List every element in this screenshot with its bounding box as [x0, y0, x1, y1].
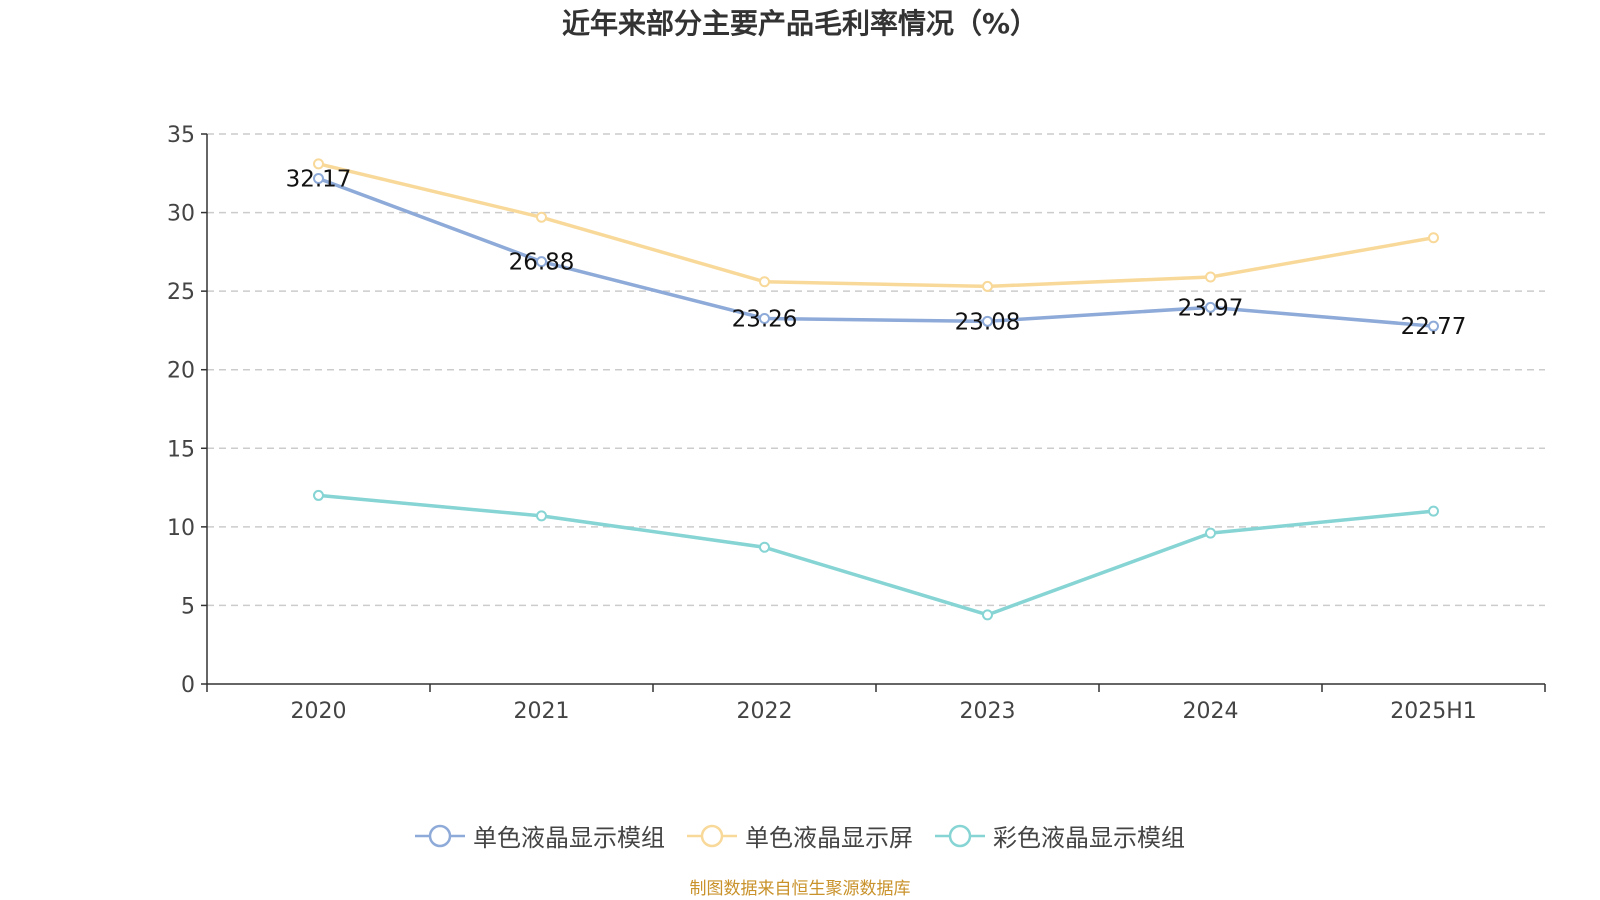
- legend-item[interactable]: 单色液晶显示屏: [687, 818, 913, 853]
- data-point[interactable]: [536, 256, 547, 268]
- data-labels: 32.17 26.88 23.26 23.08 23.97 22.77: [286, 166, 1467, 340]
- data-point[interactable]: [982, 315, 993, 327]
- legend-line-circle-icon: [687, 824, 737, 847]
- data-point[interactable]: [759, 276, 770, 288]
- gridlines: [207, 133, 1545, 607]
- data-point[interactable]: [313, 158, 324, 170]
- data-label: 22.77: [1401, 314, 1467, 340]
- data-point[interactable]: [982, 609, 993, 621]
- x-tick-label: 2021: [514, 699, 570, 724]
- y-tick-label: 25: [167, 280, 195, 305]
- data-point[interactable]: [536, 211, 547, 223]
- legend-label: 单色液晶显示屏: [745, 824, 913, 852]
- legend-item[interactable]: 单色液晶显示模组: [415, 818, 665, 853]
- y-tick-label: 0: [181, 673, 195, 698]
- x-tick-label: 2022: [737, 699, 793, 724]
- data-point[interactable]: [536, 510, 547, 522]
- data-label: 23.26: [732, 306, 798, 332]
- data-point[interactable]: [1428, 320, 1439, 332]
- data-point[interactable]: [759, 541, 770, 553]
- data-point[interactable]: [1205, 301, 1216, 313]
- series-lines: [313, 158, 1439, 621]
- series-line: [318, 493, 1434, 617]
- series-line: [317, 176, 1434, 328]
- legend-line-circle-icon: [415, 824, 465, 847]
- legend-label: 单色液晶显示模组: [473, 824, 665, 852]
- chart-title: 近年来部分主要产品毛利率情况（%）: [561, 7, 1039, 40]
- data-point[interactable]: [313, 172, 324, 184]
- x-tick-label: 2020: [291, 699, 347, 724]
- series-line: [318, 162, 1434, 289]
- data-label: 26.88: [509, 250, 575, 276]
- data-point[interactable]: [1428, 232, 1439, 244]
- y-tick-label: 35: [167, 123, 195, 148]
- y-tick-label: 10: [167, 516, 195, 541]
- legend-line-circle-icon: [935, 824, 985, 847]
- y-tick-label: 5: [181, 594, 195, 619]
- x-tick-label: 2023: [960, 699, 1016, 724]
- data-point[interactable]: [759, 312, 770, 324]
- data-point[interactable]: [1205, 527, 1216, 539]
- data-point[interactable]: [1205, 271, 1216, 283]
- data-label: 32.17: [286, 166, 352, 192]
- x-tick-label: 2024: [1183, 699, 1239, 724]
- source-note: 制图数据来自恒生聚源数据库: [689, 879, 911, 899]
- axes: 0 5 10 15 20 25 30 35 2020 2021 2022 2023 2024 2025H1: [167, 123, 1546, 724]
- data-label: 23.08: [955, 309, 1021, 335]
- data-point[interactable]: [1428, 505, 1439, 517]
- data-label: 23.97: [1178, 295, 1244, 321]
- legend-label: 彩色液晶显示模组: [993, 824, 1185, 852]
- data-point[interactable]: [982, 280, 993, 292]
- legend-item[interactable]: 彩色液晶显示模组: [935, 818, 1185, 853]
- y-tick-label: 15: [167, 437, 195, 462]
- y-tick-label: 20: [167, 359, 195, 384]
- x-tick-label: 2025H1: [1390, 699, 1477, 724]
- data-point[interactable]: [313, 489, 324, 501]
- legend: 单色液晶显示模组 单色液晶显示屏 彩色液晶显示模组: [0, 818, 1600, 853]
- y-tick-label: 30: [167, 202, 195, 227]
